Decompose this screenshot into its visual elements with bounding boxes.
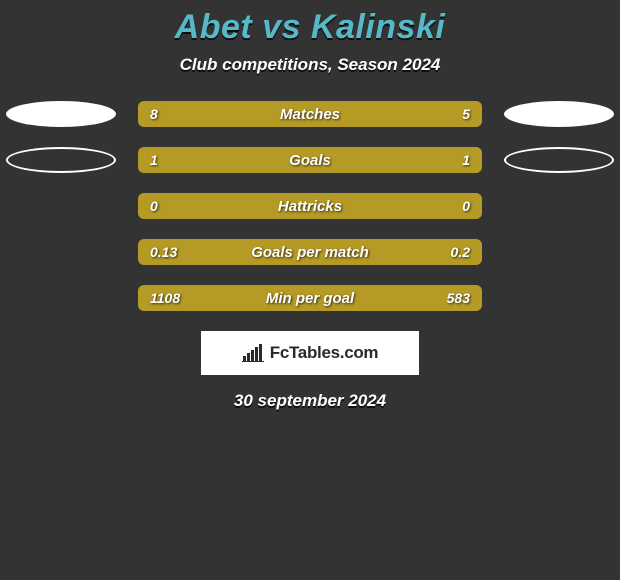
right-marker-ellipse bbox=[504, 101, 614, 127]
stat-left-value: 1 bbox=[150, 152, 158, 168]
stat-bar: 0 Hattricks 0 bbox=[138, 193, 482, 219]
stat-left-value: 8 bbox=[150, 106, 158, 122]
stat-label: Min per goal bbox=[266, 290, 354, 307]
left-marker-ellipse bbox=[6, 147, 116, 173]
stat-bar: 1108 Min per goal 583 bbox=[138, 285, 482, 311]
stat-label: Goals per match bbox=[251, 244, 369, 261]
stat-right-value: 5 bbox=[462, 106, 470, 122]
stat-left-value: 1108 bbox=[150, 290, 180, 306]
stat-right-value: 1 bbox=[462, 152, 470, 168]
date-text: 30 september 2024 bbox=[0, 391, 620, 411]
left-marker-ellipse bbox=[6, 101, 116, 127]
stat-label: Hattricks bbox=[278, 198, 342, 215]
source-logo-text: FcTables.com bbox=[270, 343, 379, 363]
right-marker-ellipse bbox=[504, 147, 614, 173]
stat-bar: 8 Matches 5 bbox=[138, 101, 482, 127]
stat-row: 8 Matches 5 bbox=[0, 101, 620, 127]
stat-row: 1108 Min per goal 583 bbox=[0, 285, 620, 311]
stat-label: Matches bbox=[280, 106, 340, 123]
stat-row: 1 Goals 1 bbox=[0, 147, 620, 173]
page-title: Abet vs Kalinski bbox=[0, 8, 620, 47]
stat-right-value: 0.2 bbox=[451, 244, 470, 260]
bar-chart-icon bbox=[242, 344, 264, 362]
stat-left-value: 0 bbox=[150, 198, 158, 214]
stat-right-value: 0 bbox=[462, 198, 470, 214]
stat-row: 0.13 Goals per match 0.2 bbox=[0, 239, 620, 265]
stat-left-value: 0.13 bbox=[150, 244, 177, 260]
stat-label: Goals bbox=[289, 152, 331, 169]
stat-bar: 0.13 Goals per match 0.2 bbox=[138, 239, 482, 265]
source-logo[interactable]: FcTables.com bbox=[201, 331, 419, 375]
stats-card: Abet vs Kalinski Club competitions, Seas… bbox=[0, 0, 620, 411]
stat-right-value: 583 bbox=[447, 290, 470, 306]
subtitle: Club competitions, Season 2024 bbox=[0, 55, 620, 75]
stat-row: 0 Hattricks 0 bbox=[0, 193, 620, 219]
stat-bar: 1 Goals 1 bbox=[138, 147, 482, 173]
stat-rows: 8 Matches 5 1 Goals 1 0 Hattricks 0 0.13 Goals per… bbox=[0, 101, 620, 311]
